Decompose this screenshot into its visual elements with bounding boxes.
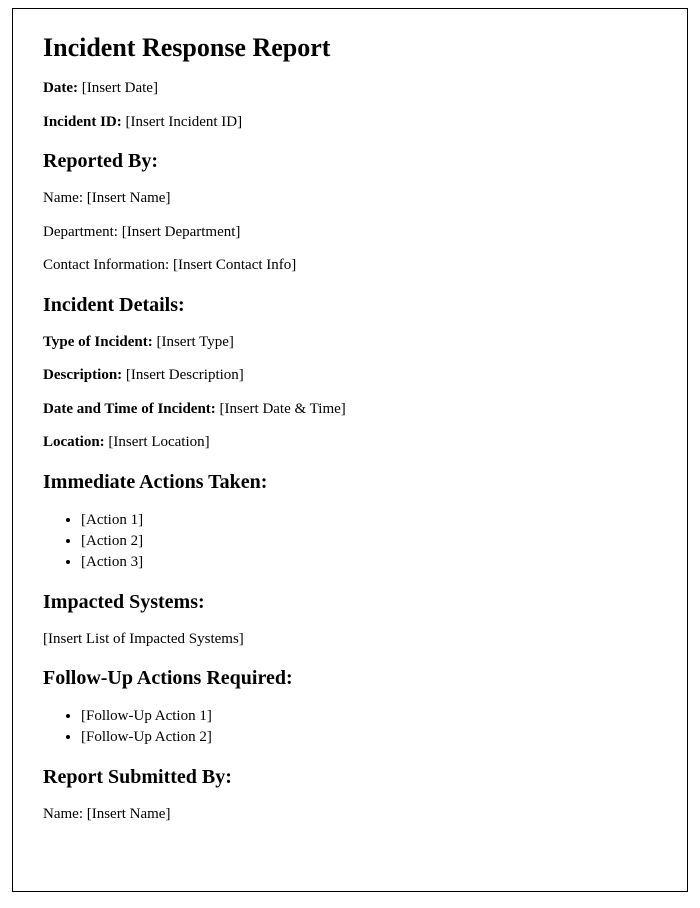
list-item: [Action 3]	[81, 552, 657, 573]
submitted-by-name: Name: [Insert Name]	[43, 805, 657, 825]
impacted-systems-heading: Impacted Systems:	[43, 591, 657, 614]
incident-location-label: Location:	[43, 434, 105, 450]
incident-datetime-line: Date and Time of Incident: [Insert Date …	[43, 400, 657, 420]
list-item: [Follow-Up Action 2]	[81, 727, 657, 748]
followup-heading: Follow-Up Actions Required:	[43, 667, 657, 690]
document-title: Incident Response Report	[43, 33, 657, 63]
incident-type-value: [Insert Type]	[153, 334, 234, 350]
incident-description-value: [Insert Description]	[122, 367, 244, 383]
incident-id-line: Incident ID: [Insert Incident ID]	[43, 113, 657, 133]
immediate-actions-list: [Action 1] [Action 2] [Action 3]	[81, 510, 657, 573]
impacted-systems-value: [Insert List of Impacted Systems]	[43, 630, 657, 650]
incident-datetime-label: Date and Time of Incident:	[43, 401, 216, 417]
incident-id-label: Incident ID:	[43, 114, 122, 130]
followup-list: [Follow-Up Action 1] [Follow-Up Action 2…	[81, 706, 657, 748]
reported-by-department: Department: [Insert Department]	[43, 223, 657, 243]
incident-details-heading: Incident Details:	[43, 294, 657, 317]
date-line: Date: [Insert Date]	[43, 79, 657, 99]
incident-location-value: [Insert Location]	[105, 434, 210, 450]
incident-location-line: Location: [Insert Location]	[43, 433, 657, 453]
date-label: Date:	[43, 80, 78, 96]
list-item: [Action 2]	[81, 531, 657, 552]
immediate-actions-heading: Immediate Actions Taken:	[43, 471, 657, 494]
incident-description-line: Description: [Insert Description]	[43, 366, 657, 386]
reported-by-contact: Contact Information: [Insert Contact Inf…	[43, 256, 657, 276]
incident-type-line: Type of Incident: [Insert Type]	[43, 333, 657, 353]
submitted-by-heading: Report Submitted By:	[43, 766, 657, 789]
reported-by-name: Name: [Insert Name]	[43, 189, 657, 209]
incident-id-value: [Insert Incident ID]	[122, 114, 242, 130]
incident-datetime-value: [Insert Date & Time]	[216, 401, 346, 417]
incident-type-label: Type of Incident:	[43, 334, 153, 350]
incident-description-label: Description:	[43, 367, 122, 383]
list-item: [Follow-Up Action 1]	[81, 706, 657, 727]
list-item: [Action 1]	[81, 510, 657, 531]
reported-by-heading: Reported By:	[43, 150, 657, 173]
document-page: Incident Response Report Date: [Insert D…	[12, 8, 688, 892]
date-value: [Insert Date]	[78, 80, 158, 96]
